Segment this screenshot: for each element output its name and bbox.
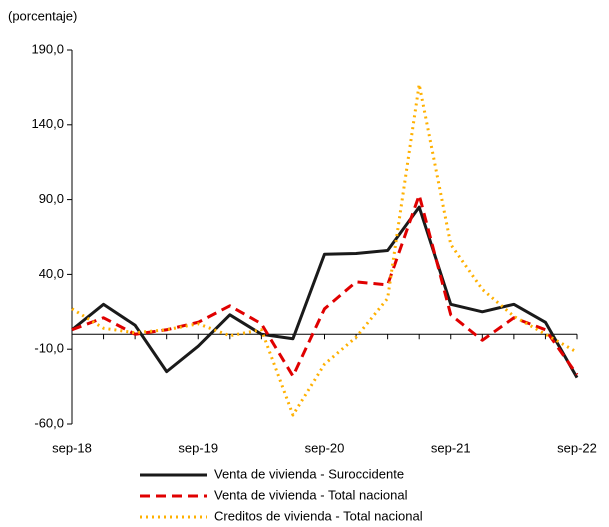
x-tick-label: sep-19 (178, 440, 218, 455)
x-tick-label: sep-22 (557, 440, 597, 455)
series-line (71, 193, 579, 378)
y-axis-label: (porcentaje) (8, 8, 77, 23)
series-line (71, 82, 578, 417)
legend-label: Venta de vivienda - Suroccidente (214, 466, 404, 481)
y-tick-label: 40,0 (39, 266, 64, 281)
y-tick-label: 190,0 (31, 41, 64, 56)
legend-label: Creditos de vivienda - Total nacional (214, 508, 423, 523)
x-tick-label: sep-18 (52, 440, 92, 455)
x-tick-label: sep-20 (305, 440, 345, 455)
y-tick-label: -60,0 (34, 415, 64, 430)
y-tick-label: 90,0 (39, 191, 64, 206)
y-tick-label: 140,0 (31, 116, 64, 131)
y-tick-label: -10,0 (34, 341, 64, 356)
legend-label: Venta de vivienda - Total nacional (214, 487, 408, 502)
x-tick-label: sep-21 (431, 440, 471, 455)
series-line (71, 205, 579, 379)
